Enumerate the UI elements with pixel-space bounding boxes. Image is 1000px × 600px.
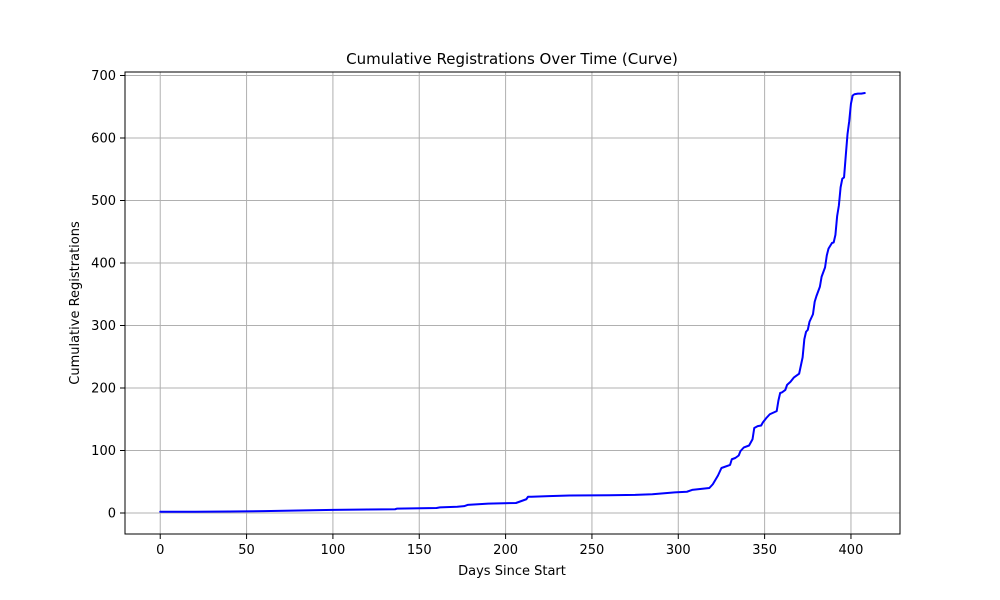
y-tick-label: 300 bbox=[91, 319, 116, 334]
grid-lines bbox=[125, 72, 900, 534]
x-tick-label: 300 bbox=[666, 543, 691, 558]
chart-title: Cumulative Registrations Over Time (Curv… bbox=[346, 50, 678, 68]
x-tick-label: 350 bbox=[752, 543, 777, 558]
y-axis-label: Cumulative Registrations bbox=[68, 221, 83, 385]
x-tick-label: 200 bbox=[493, 543, 518, 558]
y-tick-label: 700 bbox=[91, 69, 116, 84]
x-tick-label: 400 bbox=[839, 543, 864, 558]
x-tick-label: 0 bbox=[156, 543, 164, 558]
plot-layer: 0 50 100 150 200 250 300 350 400 0 100 200 300 400 500… bbox=[91, 69, 901, 558]
x-tick-label: 100 bbox=[320, 543, 345, 558]
series-line-0 bbox=[159, 92, 866, 513]
axis-ticks: 0 50 100 150 200 250 300 350 400 0 100 200 300 400 500… bbox=[91, 69, 863, 558]
y-tick-label: 100 bbox=[91, 444, 116, 459]
x-tick-label: 250 bbox=[580, 543, 605, 558]
y-tick-label: 500 bbox=[91, 194, 116, 209]
y-tick-label: 600 bbox=[91, 132, 116, 147]
plot-frame bbox=[124, 71, 901, 535]
y-tick-label: 400 bbox=[91, 257, 116, 272]
y-tick-label: 0 bbox=[108, 507, 116, 522]
x-tick-label: 150 bbox=[407, 543, 432, 558]
x-tick-label: 50 bbox=[238, 543, 255, 558]
x-axis-label: Days Since Start bbox=[458, 564, 566, 579]
y-tick-label: 200 bbox=[91, 382, 116, 397]
